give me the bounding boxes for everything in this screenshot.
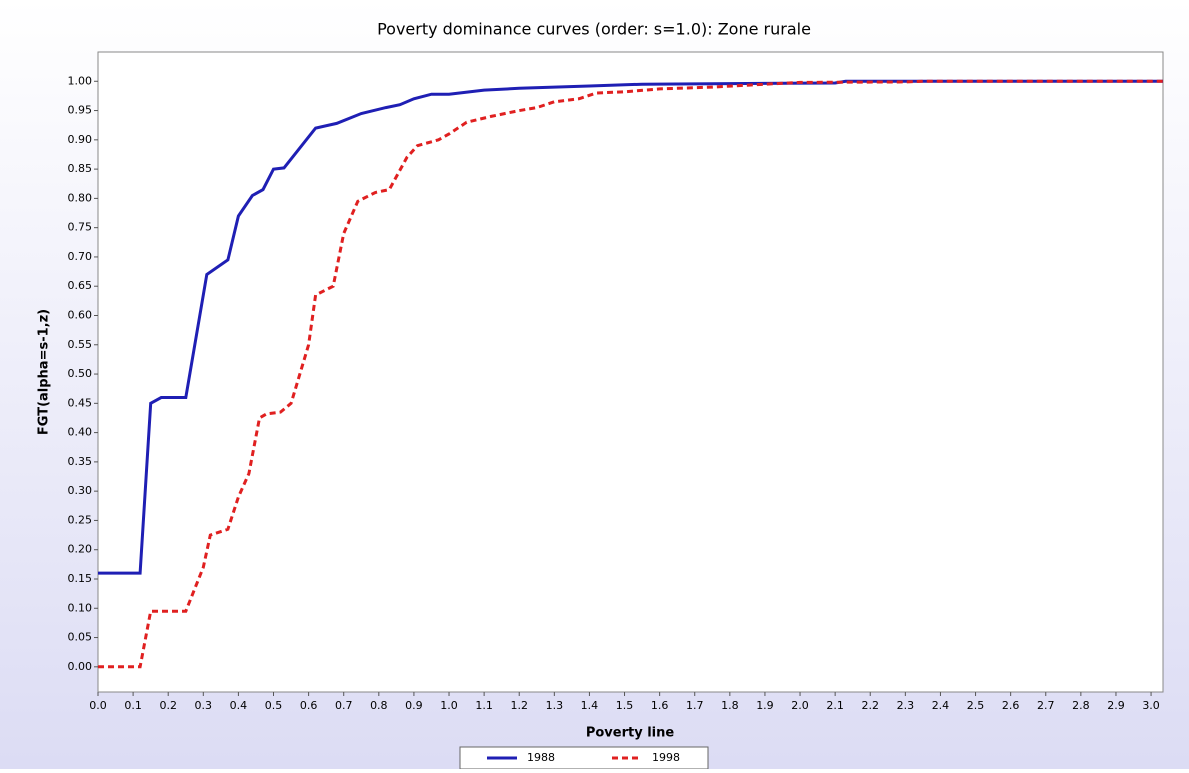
y-tick-label: 0.55: [68, 338, 93, 351]
y-tick-label: 0.05: [68, 631, 93, 644]
x-tick-label: 0.1: [124, 699, 142, 712]
x-tick-label: 3.0: [1142, 699, 1160, 712]
x-tick-label: 0.3: [195, 699, 213, 712]
x-tick-label: 2.3: [897, 699, 915, 712]
x-tick-label: 0.4: [230, 699, 248, 712]
y-tick-label: 0.75: [68, 221, 93, 234]
x-tick-label: 1.7: [686, 699, 704, 712]
x-tick-label: 0.2: [159, 699, 177, 712]
x-tick-label: 1.2: [510, 699, 528, 712]
y-tick-label: 0.25: [68, 513, 93, 526]
x-tick-label: 2.4: [932, 699, 950, 712]
legend-label: 1998: [652, 751, 680, 764]
y-tick-label: 0.15: [68, 572, 93, 585]
x-tick-label: 2.9: [1107, 699, 1125, 712]
x-tick-label: 0.6: [300, 699, 318, 712]
x-tick-label: 1.1: [475, 699, 493, 712]
x-tick-label: 2.5: [967, 699, 985, 712]
x-tick-label: 2.7: [1037, 699, 1055, 712]
y-tick-label: 0.90: [68, 133, 93, 146]
y-tick-label: 0.85: [68, 162, 93, 175]
x-tick-label: 2.0: [791, 699, 809, 712]
y-tick-label: 0.80: [68, 191, 93, 204]
chart-title: Poverty dominance curves (order: s=1.0):…: [377, 20, 811, 39]
x-tick-label: 0.9: [405, 699, 423, 712]
x-tick-label: 1.8: [721, 699, 739, 712]
y-axis-label: FGT(alpha=s-1,z): [37, 309, 52, 435]
y-tick-label: 0.35: [68, 455, 93, 468]
legend-label: 1988: [527, 751, 555, 764]
x-tick-label: 1.9: [756, 699, 774, 712]
y-tick-label: 1.00: [68, 74, 93, 87]
x-tick-label: 0.7: [335, 699, 353, 712]
y-tick-label: 0.65: [68, 279, 93, 292]
y-tick-label: 0.40: [68, 426, 93, 439]
x-tick-label: 2.1: [826, 699, 844, 712]
x-tick-label: 1.3: [546, 699, 564, 712]
x-tick-label: 0.5: [265, 699, 283, 712]
x-tick-label: 0.8: [370, 699, 388, 712]
line-series: [98, 79, 1163, 669]
y-tick-label: 0.20: [68, 543, 93, 556]
x-tick-label: 0.0: [89, 699, 107, 712]
y-tick-label: 0.95: [68, 104, 93, 117]
y-tick-label: 0.00: [68, 660, 93, 673]
line-series: [98, 79, 1163, 575]
y-tick-label: 0.60: [68, 308, 93, 321]
x-tick-label: 1.6: [651, 699, 669, 712]
x-tick-label: 2.2: [861, 699, 879, 712]
y-tick-label: 0.50: [68, 367, 93, 380]
y-tick-label: 0.45: [68, 396, 93, 409]
x-tick-label: 1.4: [581, 699, 599, 712]
x-tick-label: 1.5: [616, 699, 634, 712]
x-tick-label: 2.6: [1002, 699, 1020, 712]
x-axis-label: Poverty line: [586, 726, 675, 741]
y-tick-label: 0.30: [68, 484, 93, 497]
x-tick-label: 1.0: [440, 699, 458, 712]
y-tick-label: 0.10: [68, 601, 93, 614]
plot-area: [97, 51, 1164, 693]
x-tick-label: 2.8: [1072, 699, 1090, 712]
y-tick-label: 0.70: [68, 250, 93, 263]
